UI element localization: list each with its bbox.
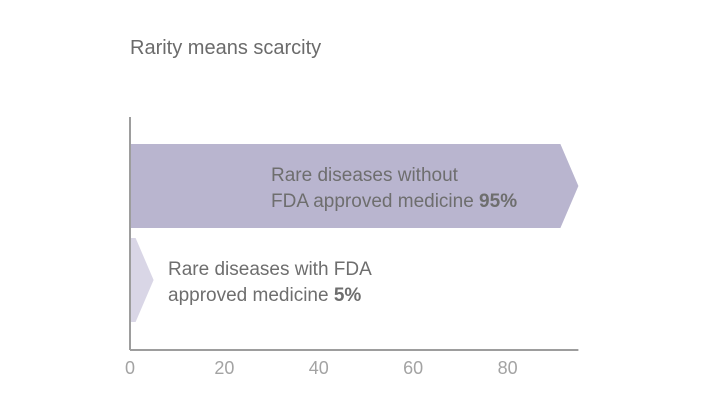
x-tick-label-0: 0 — [125, 358, 135, 378]
bar-1 — [130, 144, 579, 228]
bar-2-label-line-2: approved medicine 5% — [168, 285, 361, 306]
bar-1-value-label: 95% — [474, 191, 517, 212]
bars-group: Rare diseases without FDA approved medici… — [130, 144, 579, 322]
axes-group: 0 20 40 60 80 — [125, 117, 579, 378]
bar-2 — [130, 238, 154, 322]
bar-1-label-line-2: FDA approved medicine 95% — [271, 191, 517, 212]
x-tick-label-20: 20 — [214, 358, 234, 378]
x-tick-label-60: 60 — [403, 358, 423, 378]
bar-1-label-line-1: Rare diseases without — [271, 165, 459, 186]
chart-title: Rarity means scarcity — [130, 37, 321, 59]
bar-2-value-label: 5% — [329, 285, 362, 306]
x-tick-label-80: 80 — [498, 358, 518, 378]
x-tick-label-40: 40 — [309, 358, 329, 378]
bar-2-label-line-1: Rare diseases with FDA — [168, 259, 372, 280]
